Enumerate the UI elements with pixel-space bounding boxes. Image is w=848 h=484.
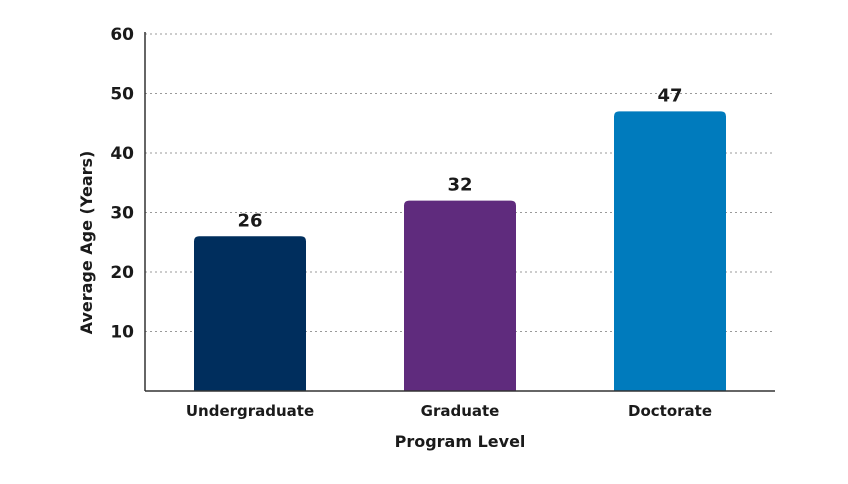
bar-doctorate (614, 111, 726, 391)
x-axis-title: Program Level (395, 432, 526, 451)
y-tick-label: 10 (110, 323, 134, 343)
bar-undergraduate (194, 236, 306, 391)
axis-layer (144, 32, 775, 392)
y-axis-title: Average Age (Years) (77, 151, 96, 335)
y-tick-label: 30 (110, 204, 134, 224)
bar-graduate (404, 200, 516, 391)
data-label: 47 (657, 85, 682, 106)
x-tick-label: Doctorate (628, 402, 712, 420)
data-label: 26 (237, 210, 262, 231)
y-tick-label: 60 (110, 25, 134, 45)
y-tick-label: 50 (110, 85, 134, 105)
data-labels: 26 32 47 (237, 85, 682, 231)
y-tick-labels: 10 20 30 40 50 60 (110, 25, 134, 343)
x-tick-labels: Undergraduate Graduate Doctorate (186, 402, 712, 420)
bar-layer (194, 111, 726, 391)
data-label: 32 (447, 175, 472, 196)
x-tick-label: Graduate (421, 402, 500, 420)
y-tick-label: 40 (110, 144, 134, 164)
y-tick-label: 20 (110, 263, 134, 283)
x-tick-label: Undergraduate (186, 402, 314, 420)
